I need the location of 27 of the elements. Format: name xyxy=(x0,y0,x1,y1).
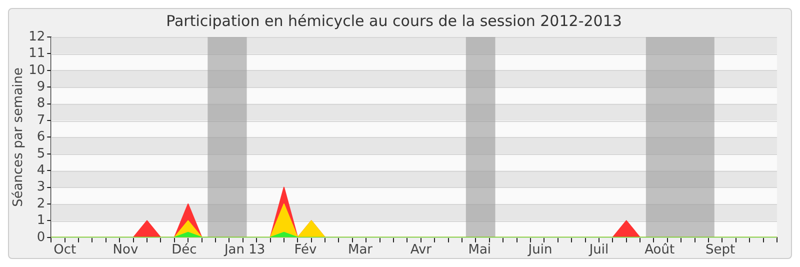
y-tick-label: 12 xyxy=(28,29,46,44)
x-tick-label: Avr xyxy=(410,242,432,258)
y-tick-label: 1 xyxy=(36,213,46,228)
y-axis-title: Séances par semaine xyxy=(11,67,26,207)
y-tick-label: 3 xyxy=(36,180,46,195)
x-tick-label: Sept xyxy=(705,242,736,258)
x-tick-label: Mai xyxy=(468,242,492,258)
chart-title: Participation en hémicycle au cours de la session 2012-2013 xyxy=(166,12,622,30)
x-tick-label: Oct xyxy=(54,242,76,258)
x-tick-label: Fév xyxy=(294,242,318,258)
y-tick-label: 5 xyxy=(36,146,46,162)
x-tick-label: Juin xyxy=(527,242,552,258)
x-tick-label: Mar xyxy=(348,242,374,258)
y-tick-label: 0 xyxy=(36,230,46,245)
y-tick-label: 9 xyxy=(36,79,46,94)
y-tick-label: 2 xyxy=(36,196,46,212)
y-tick-label: 6 xyxy=(36,130,46,145)
y-tick-label: 10 xyxy=(28,62,46,78)
x-tick-label: Juil xyxy=(588,242,609,258)
y-tick-label: 7 xyxy=(36,112,46,128)
x-tick-label: Nov xyxy=(112,242,138,258)
y-tick-label: 4 xyxy=(36,162,46,178)
x-tick-label: Déc xyxy=(172,242,197,258)
x-tick-label: Août xyxy=(644,242,675,258)
y-tick-label: 11 xyxy=(28,46,46,62)
x-tick-label: Jan 13 xyxy=(223,242,266,258)
y-tick-label: 8 xyxy=(36,96,46,112)
